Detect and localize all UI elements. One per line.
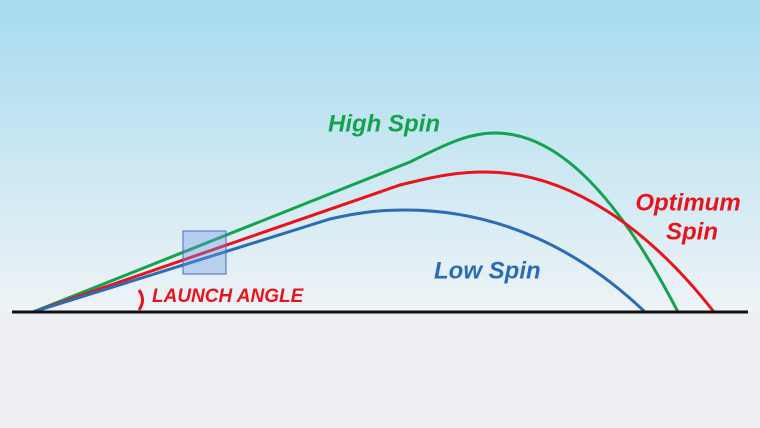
highlight-box	[182, 230, 227, 275]
optimum-label-line: Optimum	[635, 189, 740, 216]
optimum-label-line: Spin	[666, 218, 718, 245]
sky	[0, 0, 760, 312]
high-spin-trajectory	[32, 131, 680, 314]
low-spin-label: Low Spin	[434, 257, 541, 284]
high-spin-label: High Spin	[328, 110, 440, 137]
launch-angle-arc	[137, 289, 144, 311]
launch-angle-label: LAUNCH ANGLE	[152, 286, 305, 307]
ground	[0, 312, 760, 428]
optimum-spin-trajectory	[32, 170, 716, 314]
low-spin-trajectory	[32, 208, 647, 314]
